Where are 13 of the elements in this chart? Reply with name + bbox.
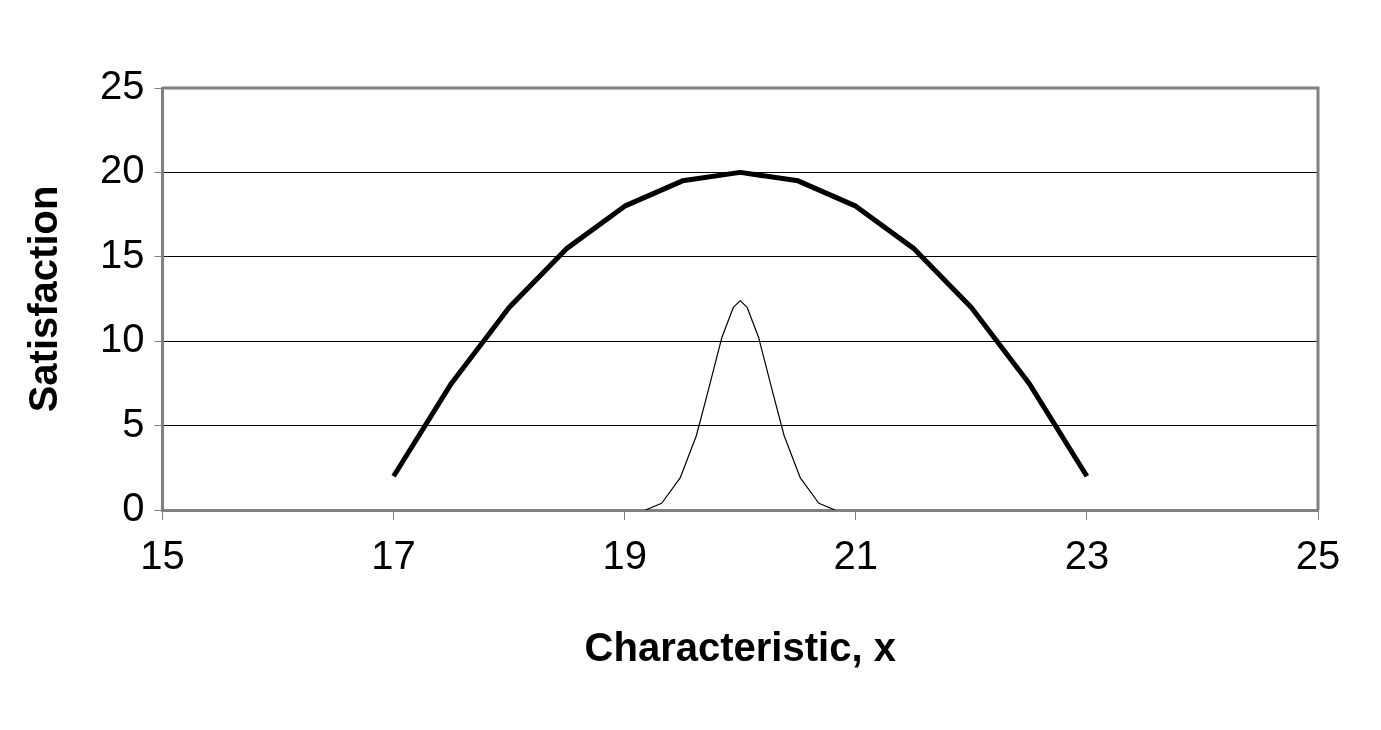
y-tick-label: 15 xyxy=(99,231,145,276)
y-axis-title: Satisfaction xyxy=(21,185,66,413)
x-tick-label: 17 xyxy=(371,533,416,578)
x-tick-label: 21 xyxy=(833,533,879,578)
y-tick-label: 10 xyxy=(99,316,145,361)
x-axis-title: Characteristic, x xyxy=(584,625,896,670)
y-tick-label: 0 xyxy=(122,485,145,530)
y-tick-label: 5 xyxy=(122,400,145,445)
y-tick-label: 25 xyxy=(99,63,145,108)
x-tick-label: 25 xyxy=(1295,533,1341,578)
x-tick-label: 23 xyxy=(1064,533,1110,578)
x-tick-label: 19 xyxy=(602,533,647,578)
y-tick-label: 20 xyxy=(99,147,145,192)
